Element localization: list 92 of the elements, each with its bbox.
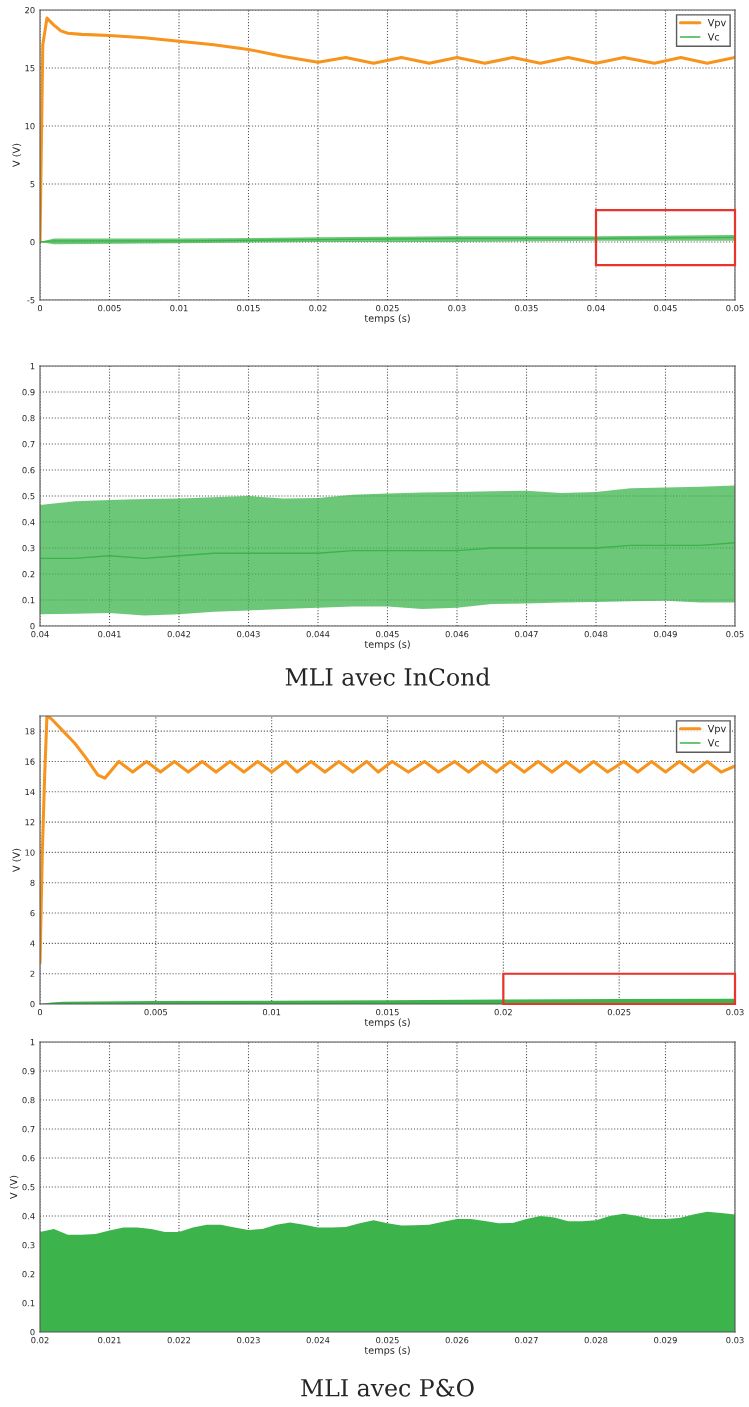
y-tick-label: 18	[25, 728, 35, 735]
y-tick-label: 2	[30, 970, 35, 977]
y-axis-title: V (V)	[12, 848, 22, 872]
y-tick-label: 12	[25, 819, 35, 826]
y-tick-label: 0	[30, 1000, 35, 1008]
y-tick-label: 8	[30, 879, 35, 887]
x-tick-label: 0.044	[306, 631, 330, 638]
y-tick-label: 20	[25, 6, 35, 14]
x-tick-label: 0.01	[262, 1009, 281, 1016]
x-tick-label: 0.03	[726, 1009, 744, 1016]
y-tick-label: 0.9	[22, 1067, 35, 1075]
x-axis-title: temps (s)	[364, 1346, 410, 1356]
y-tick-label: 0.8	[22, 1096, 35, 1104]
y-tick-label: 10	[25, 849, 35, 856]
x-tick-label: 0.045	[654, 305, 677, 312]
y-tick-label: 10	[25, 122, 35, 130]
x-tick-label: 0.046	[445, 631, 469, 638]
y-axis-title: V (V)	[12, 143, 22, 167]
x-tick-label: 0	[37, 305, 43, 312]
x-tick-label: 0.02	[309, 305, 327, 312]
x-tick-label: 0.047	[515, 631, 538, 638]
y-tick-label: 0.3	[22, 1241, 35, 1249]
x-tick-label: 0.015	[376, 1009, 399, 1016]
x-tick-label: 0.041	[98, 631, 121, 638]
y-tick-label: 5	[30, 181, 35, 188]
y-tick-label: -5	[27, 297, 35, 304]
x-tick-label: 0.043	[237, 631, 260, 638]
legend-label: Vc	[707, 33, 720, 41]
y-tick-label: 0	[30, 238, 35, 246]
x-tick-label: 0.04	[31, 631, 49, 638]
x-tick-label: 0.029	[654, 1337, 677, 1344]
x-tick-label: 0.021	[98, 1337, 121, 1344]
x-tick-label: 0.025	[376, 1337, 399, 1344]
x-tick-label: 0.028	[584, 1337, 608, 1344]
y-tick-label: 0.4	[22, 518, 35, 526]
text: MLI avec P&O	[301, 1378, 474, 1397]
x-tick-label: 0.005	[98, 305, 121, 312]
y-tick-label: 0	[30, 622, 35, 630]
y-tick-label: 0.7	[22, 440, 35, 448]
legend-label: Vc	[707, 739, 720, 747]
y-tick-label: 0.2	[22, 570, 35, 578]
y-tick-label: 0.1	[22, 1299, 35, 1307]
y-tick-label: 1	[30, 1039, 35, 1046]
x-tick-label: 0.03	[448, 305, 466, 312]
y-tick-label: 0.4	[22, 1212, 35, 1220]
y-tick-label: 0.5	[22, 492, 35, 500]
x-tick-label: 0.042	[167, 631, 191, 638]
y-tick-label: 14	[25, 788, 35, 795]
y-tick-label: 6	[30, 910, 35, 917]
y-axis-title: V (V)	[9, 1175, 19, 1199]
x-tick-label: 0.022	[167, 1337, 191, 1344]
y-tick-label: 0.6	[22, 1154, 35, 1162]
x-tick-label: 0	[37, 1009, 43, 1016]
y-tick-label: 0.5	[22, 1183, 35, 1191]
x-tick-label: 0.048	[584, 631, 608, 638]
x-tick-label: 0.02	[494, 1009, 512, 1016]
x-tick-label: 0.015	[237, 305, 260, 312]
x-tick-label: 0.024	[306, 1337, 330, 1344]
line-series	[40, 16, 735, 244]
x-tick-label: 0.027	[515, 1337, 538, 1344]
x-tick-label: 0.05	[726, 305, 744, 312]
x-tick-label: 0.03	[726, 1337, 744, 1344]
x-tick-label: 0.05	[726, 631, 744, 638]
legend-label: Vpv	[707, 19, 726, 29]
y-tick-label: 4	[30, 940, 35, 947]
x-tick-label: 0.023	[237, 1337, 260, 1344]
legend-label: Vpv	[707, 725, 726, 735]
x-axis-title: temps (s)	[364, 1018, 410, 1028]
text: MLI avec InCond	[285, 667, 490, 686]
x-tick-label: 0.01	[170, 305, 188, 312]
x-tick-label: 0.025	[376, 305, 399, 312]
y-tick-label: 0.1	[22, 596, 35, 604]
x-axis-title: temps (s)	[364, 640, 410, 650]
x-tick-label: 0.049	[654, 631, 677, 638]
x-tick-label: 0.035	[515, 305, 538, 312]
y-tick-label: 0.8	[22, 414, 35, 422]
y-tick-label: 0.6	[22, 466, 35, 474]
y-tick-label: 15	[25, 65, 35, 72]
y-tick-label: 0	[30, 1328, 35, 1336]
x-tick-label: 0.045	[376, 631, 399, 638]
x-tick-label: 0.04	[587, 305, 605, 312]
x-tick-label: 0.025	[607, 1009, 631, 1016]
y-tick-label: 0.7	[22, 1125, 35, 1133]
x-tick-label: 0.02	[31, 1337, 49, 1344]
x-tick-label: 0.005	[144, 1009, 168, 1016]
y-tick-label: 0.9	[22, 388, 35, 396]
y-tick-label: 1	[30, 363, 35, 370]
y-tick-label: 0.2	[22, 1270, 35, 1278]
x-tick-label: 0.026	[445, 1337, 469, 1344]
y-tick-label: 16	[25, 758, 35, 765]
y-tick-label: 0.3	[22, 544, 35, 552]
x-axis-title: temps (s)	[364, 314, 410, 324]
